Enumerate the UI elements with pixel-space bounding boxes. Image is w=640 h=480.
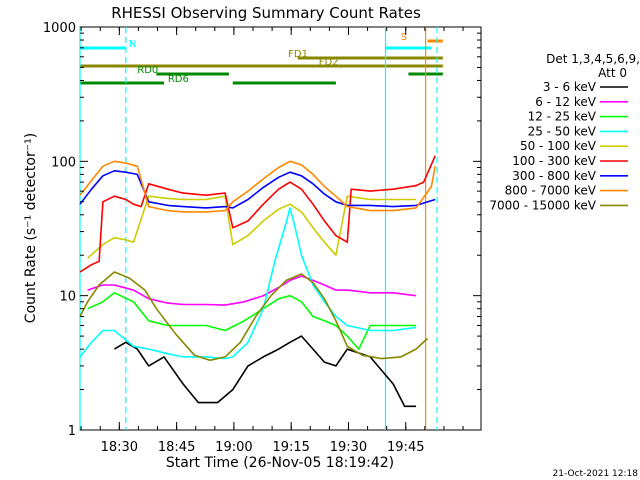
- series-line: [79, 160, 436, 213]
- series-line: [113, 335, 417, 408]
- x-tick-label: 19:45: [387, 440, 424, 455]
- flag-bar-label: RD6: [168, 74, 189, 85]
- x-tick-label: 19:15: [272, 440, 309, 455]
- flag-bars: N S FD1 FD2 RD0 RD6: [80, 32, 443, 85]
- y-tick-label: 1000: [43, 21, 76, 36]
- series-line: [79, 155, 436, 273]
- legend-label: 50 - 100 keV: [520, 139, 597, 153]
- series-line: [79, 207, 417, 360]
- x-tick-label: 19:00: [215, 440, 252, 455]
- legend-header: Det 1,3,4,5,6,9,: [546, 52, 640, 66]
- x-tick-label: 18:30: [101, 440, 138, 455]
- legend-label: 300 - 800 keV: [512, 169, 596, 183]
- flag-bar-label: FD1: [288, 49, 308, 60]
- series-lines: [79, 155, 436, 408]
- footer-date: 21-Oct-2021 12:18: [553, 469, 639, 479]
- legend-label: 100 - 300 keV: [512, 154, 596, 168]
- flag-bar-label: FD2: [319, 57, 339, 68]
- legend-subheader: Att 0: [598, 66, 627, 80]
- chart-title: RHESSI Observing Summary Count Rates: [111, 4, 421, 22]
- flag-bar-label: S: [401, 32, 407, 43]
- flag-bar-label: RD0: [137, 65, 158, 76]
- series-line: [87, 195, 417, 259]
- series-line: [87, 291, 417, 350]
- flag-bar-label: N: [129, 39, 136, 50]
- legend-label: 3 - 6 keV: [543, 80, 597, 94]
- series-line: [79, 271, 429, 362]
- legend-label: 12 - 25 keV: [528, 110, 597, 124]
- x-tick-label: 18:45: [158, 440, 195, 455]
- x-axis-label: Start Time (26-Nov-05 18:19:42): [166, 455, 394, 471]
- series-line: [87, 275, 417, 306]
- legend-label: 25 - 50 keV: [528, 124, 597, 138]
- y-axis-label: Count Rate (s⁻¹ detector⁻¹): [23, 133, 39, 323]
- legend-label: 7000 - 15000 keV: [489, 198, 596, 212]
- vertical-markers: [79, 27, 438, 430]
- y-tick-label: 100: [51, 155, 76, 170]
- x-tick-label: 19:30: [330, 440, 367, 455]
- plot-frame: [79, 26, 482, 431]
- series-line: [79, 170, 436, 209]
- y-tick-label: 1: [68, 424, 76, 439]
- axes: 18:30 18:45 19:00 19:15 19:30 19:45 1 10 100 1000: [43, 21, 481, 455]
- y-tick-label: 10: [59, 290, 76, 305]
- legend-label: 800 - 7000 keV: [505, 184, 597, 198]
- legend-label: 6 - 12 keV: [535, 95, 597, 109]
